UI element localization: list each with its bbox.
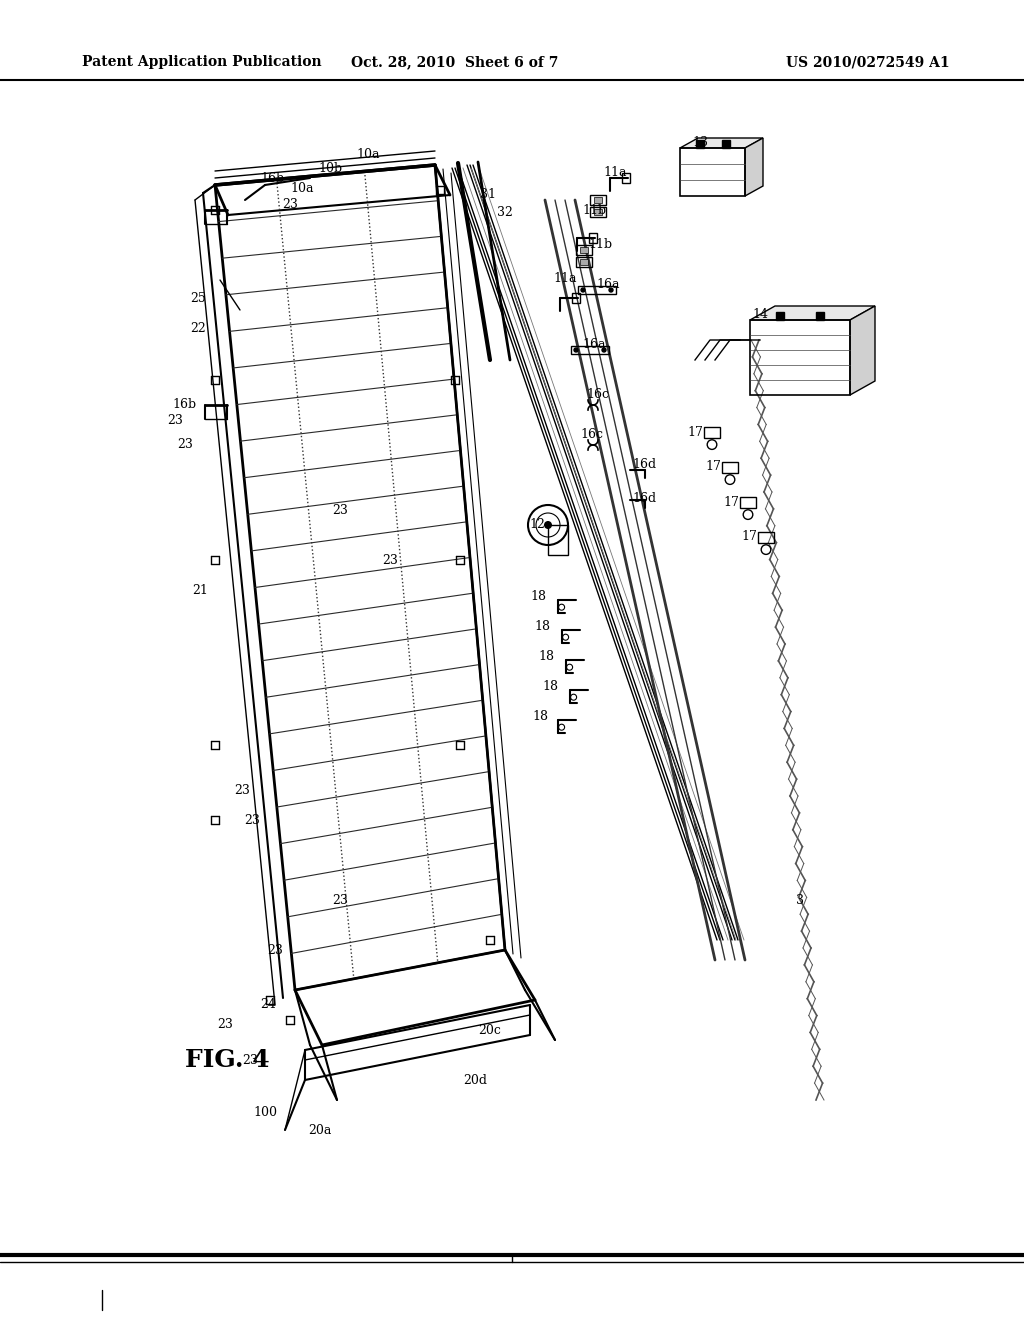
Text: 100: 100 [253, 1106, 278, 1118]
Text: 10a: 10a [356, 149, 380, 161]
Text: 24: 24 [260, 998, 275, 1011]
Text: 23: 23 [332, 503, 348, 516]
Text: 17: 17 [687, 425, 702, 438]
Text: 23: 23 [234, 784, 250, 796]
Polygon shape [750, 306, 874, 319]
Bar [705, 426, 720, 438]
Text: FIG. 4: FIG. 4 [185, 1048, 269, 1072]
Bar [590, 207, 606, 216]
Text: 23: 23 [332, 894, 348, 907]
Text: 31: 31 [480, 189, 496, 202]
Text: 11a: 11a [553, 272, 577, 285]
Text: 16d: 16d [633, 458, 657, 471]
Text: 17: 17 [706, 461, 721, 474]
Bar [594, 209, 602, 215]
Bar [776, 312, 784, 319]
Text: 13: 13 [692, 136, 708, 149]
Bar [758, 532, 774, 544]
Bar [622, 173, 630, 183]
Text: 32: 32 [497, 206, 513, 219]
Polygon shape [850, 306, 874, 395]
Bar [572, 293, 580, 304]
Polygon shape [680, 139, 763, 148]
Text: 23: 23 [282, 198, 298, 211]
Bar [695, 140, 703, 148]
Text: 3: 3 [796, 894, 804, 907]
Text: 18: 18 [532, 710, 548, 723]
Bar [548, 525, 568, 554]
Bar [590, 195, 606, 205]
Bar [816, 312, 824, 319]
Text: 11b: 11b [588, 239, 612, 252]
Bar [594, 197, 602, 203]
Text: 16c: 16c [581, 429, 603, 441]
Text: 23: 23 [177, 438, 193, 451]
Text: 22: 22 [190, 322, 206, 334]
Text: 10a: 10a [290, 181, 313, 194]
Text: 18: 18 [542, 681, 558, 693]
Circle shape [609, 288, 613, 292]
Text: 11b: 11b [583, 203, 607, 216]
Circle shape [581, 288, 585, 292]
Text: 23: 23 [267, 944, 283, 957]
Text: US 2010/0272549 A1: US 2010/0272549 A1 [786, 55, 950, 69]
Bar [722, 140, 729, 148]
Circle shape [544, 521, 552, 529]
Text: 12: 12 [529, 519, 545, 532]
Text: 25: 25 [190, 292, 206, 305]
Text: 23: 23 [167, 413, 183, 426]
Text: 18: 18 [530, 590, 546, 603]
Text: 18: 18 [534, 620, 550, 634]
Circle shape [574, 348, 578, 352]
Text: 23: 23 [244, 813, 260, 826]
Text: 17: 17 [723, 495, 739, 508]
Text: 16c: 16c [587, 388, 609, 401]
Polygon shape [745, 139, 763, 195]
Bar [578, 286, 616, 294]
Bar [575, 257, 592, 267]
Text: 16a: 16a [596, 279, 620, 292]
Text: 18: 18 [538, 651, 554, 664]
Text: 20c: 20c [478, 1023, 502, 1036]
Bar [571, 346, 609, 354]
Bar [589, 234, 597, 243]
Text: 16b: 16b [173, 399, 197, 412]
Text: 21: 21 [193, 583, 208, 597]
Text: 16a: 16a [583, 338, 606, 351]
Text: 14: 14 [752, 309, 768, 322]
Text: Oct. 28, 2010  Sheet 6 of 7: Oct. 28, 2010 Sheet 6 of 7 [351, 55, 559, 69]
Bar [722, 462, 738, 473]
Text: 23: 23 [242, 1053, 258, 1067]
Bar [575, 246, 592, 255]
Text: 23: 23 [217, 1019, 232, 1031]
Text: 10b: 10b [317, 161, 342, 174]
Circle shape [602, 348, 606, 352]
Text: 17: 17 [741, 531, 757, 544]
Bar [580, 259, 588, 265]
Bar [580, 247, 588, 253]
Text: 16b: 16b [260, 172, 284, 185]
Text: 20d: 20d [463, 1073, 487, 1086]
Text: 11a: 11a [603, 166, 627, 180]
Text: 23: 23 [382, 553, 398, 566]
Text: 16d: 16d [633, 491, 657, 504]
Text: 20a: 20a [308, 1123, 332, 1137]
Bar [740, 498, 756, 508]
Text: Patent Application Publication: Patent Application Publication [82, 55, 322, 69]
